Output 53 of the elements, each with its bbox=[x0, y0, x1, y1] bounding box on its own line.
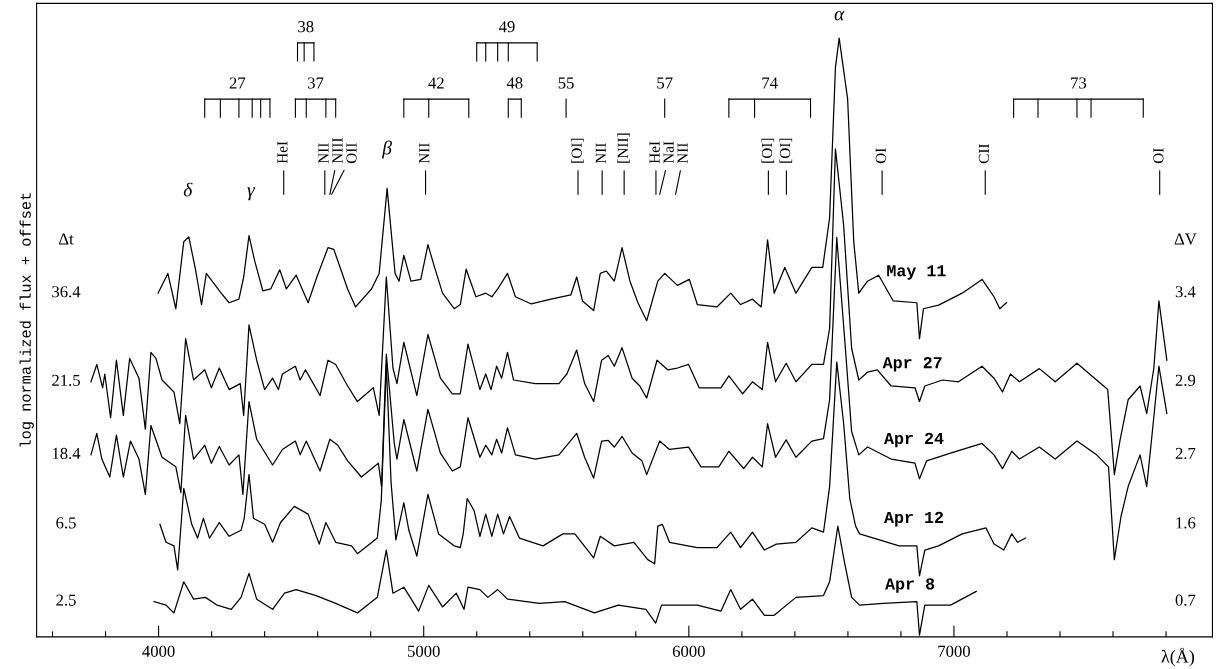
annotation: 74 bbox=[762, 77, 778, 89]
annotation: HeI bbox=[277, 141, 288, 164]
series-label: Apr 8 bbox=[885, 578, 935, 593]
text: α bbox=[834, 10, 845, 21]
annotation: Δt bbox=[58, 233, 74, 245]
annotation: β bbox=[381, 140, 392, 159]
text: 38 bbox=[298, 21, 314, 33]
text: 49 bbox=[498, 21, 515, 33]
series-label: Apr 12 bbox=[884, 511, 944, 527]
annotation: 55 bbox=[558, 77, 574, 89]
annotation: OI bbox=[1153, 148, 1164, 164]
series-label: Apr 27 bbox=[882, 356, 942, 372]
annotation: 42 bbox=[428, 77, 444, 89]
annotation: ΔV bbox=[1174, 233, 1197, 245]
annotation: 18.4 bbox=[52, 447, 81, 460]
annotation: NII bbox=[677, 143, 688, 164]
annotation: 2.5 bbox=[56, 594, 76, 606]
annotation: NII bbox=[595, 143, 606, 164]
annotation: 57 bbox=[657, 77, 673, 89]
annotation: OI bbox=[875, 148, 886, 164]
annotation: 36.4 bbox=[52, 286, 81, 298]
annotation: 1.6 bbox=[1176, 517, 1196, 529]
annotation: CII bbox=[978, 143, 990, 164]
annotation: 73 bbox=[1071, 77, 1087, 89]
annotation: 48 bbox=[506, 77, 523, 89]
annotation: NaI bbox=[663, 141, 674, 164]
annotation: 2.9 bbox=[1175, 374, 1196, 387]
series-label: Apr 24 bbox=[884, 432, 944, 448]
annotation: [OI] bbox=[761, 138, 775, 163]
annotation: δ bbox=[183, 182, 193, 197]
x-tick-label: 6000 bbox=[672, 645, 705, 657]
annotation: 2.7 bbox=[1175, 447, 1196, 460]
annotation: NIII bbox=[332, 138, 343, 164]
annotation: 0.7 bbox=[1175, 594, 1196, 606]
x-tick-label: 4000 bbox=[142, 645, 175, 657]
x-tick-label: 5000 bbox=[408, 645, 440, 657]
annotation: 3.4 bbox=[1175, 286, 1196, 298]
annotation: [OI] bbox=[779, 138, 793, 163]
annotation: OII bbox=[346, 143, 357, 164]
annotation: γ bbox=[247, 187, 256, 201]
annotation: 21.5 bbox=[52, 374, 80, 387]
annotation: HeI bbox=[649, 141, 660, 164]
annotation: 27 bbox=[229, 77, 246, 89]
annotation: NII bbox=[419, 143, 430, 164]
annotation: NII bbox=[318, 143, 329, 164]
series-label: May 11 bbox=[887, 265, 946, 280]
x-axis-title: λ(Å) bbox=[1161, 647, 1195, 667]
annotation: [NII] bbox=[617, 133, 630, 163]
x-tick-label: 7000 bbox=[938, 645, 970, 657]
annotation: 6.5 bbox=[56, 517, 76, 529]
annotation: 37 bbox=[308, 77, 324, 89]
y-axis-title: log normalized flux + offset bbox=[19, 193, 34, 447]
annotation: [OI] bbox=[571, 138, 584, 163]
